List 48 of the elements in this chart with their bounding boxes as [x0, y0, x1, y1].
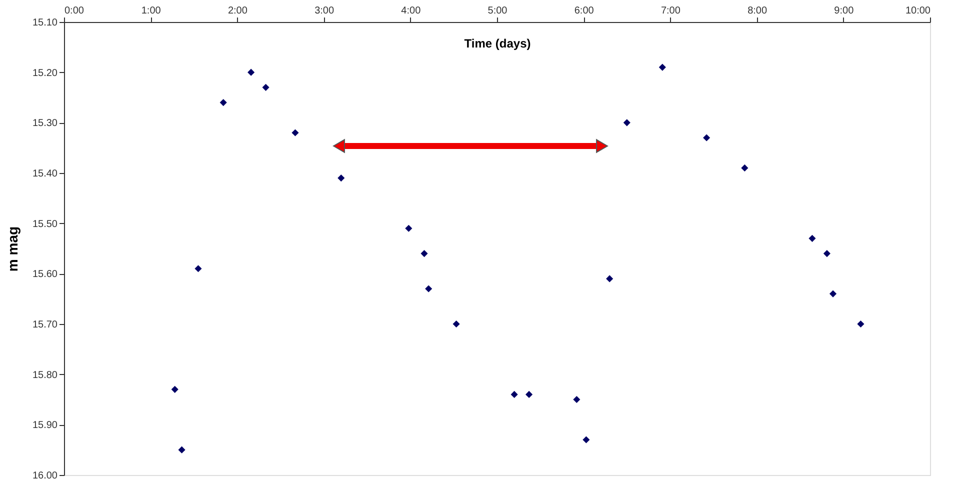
point — [262, 84, 270, 91]
point — [194, 265, 202, 272]
point — [606, 275, 614, 282]
point — [220, 98, 227, 106]
x-tick-label: 10:00 — [905, 6, 931, 16]
x-tick-label: 5:00 — [488, 6, 508, 16]
y-tick-label: 15.30 — [32, 118, 58, 130]
point — [741, 164, 748, 172]
x-tick-label: 0:00 — [64, 6, 84, 16]
x-tick-label: 7:00 — [660, 6, 681, 16]
point — [823, 250, 830, 258]
point — [338, 174, 345, 182]
x-tick-label: 3:00 — [314, 6, 334, 16]
point — [582, 436, 590, 444]
x-tick-label: 6:00 — [574, 6, 594, 16]
point — [829, 290, 837, 298]
point — [658, 64, 666, 71]
y-tick-label: 15.50 — [32, 218, 58, 230]
y-axis-title: m mag — [4, 226, 20, 272]
x-tick-label: 4:00 — [401, 6, 422, 16]
point — [405, 224, 412, 232]
x-axis-title: Time (days) — [464, 36, 531, 50]
point — [510, 390, 518, 398]
point — [573, 396, 580, 404]
x-tick-label: 9:00 — [834, 6, 854, 16]
y-tick-label: 15.90 — [32, 420, 58, 432]
point — [248, 68, 255, 76]
y-tick-label: 15.60 — [32, 269, 58, 280]
point — [420, 250, 428, 258]
x-tick-label: 1:00 — [141, 6, 162, 16]
point — [292, 129, 299, 136]
point — [171, 386, 178, 393]
y-tick-label: 15.70 — [32, 320, 58, 330]
x-tick-label: 8:00 — [748, 6, 768, 16]
point — [703, 134, 710, 142]
point — [425, 285, 432, 292]
x-tick-label: 2:00 — [228, 6, 248, 16]
point — [857, 320, 864, 328]
y-tick-label: 16.00 — [32, 470, 58, 482]
y-tick-label: 15.40 — [32, 168, 58, 180]
y-tick-label: 15.10 — [32, 18, 58, 28]
y-tick-label: 15.80 — [32, 370, 58, 381]
point — [623, 119, 630, 126]
point — [808, 234, 816, 242]
y-tick-label: 15.20 — [32, 68, 58, 79]
point — [526, 390, 533, 398]
point — [178, 446, 186, 454]
point — [452, 320, 460, 328]
